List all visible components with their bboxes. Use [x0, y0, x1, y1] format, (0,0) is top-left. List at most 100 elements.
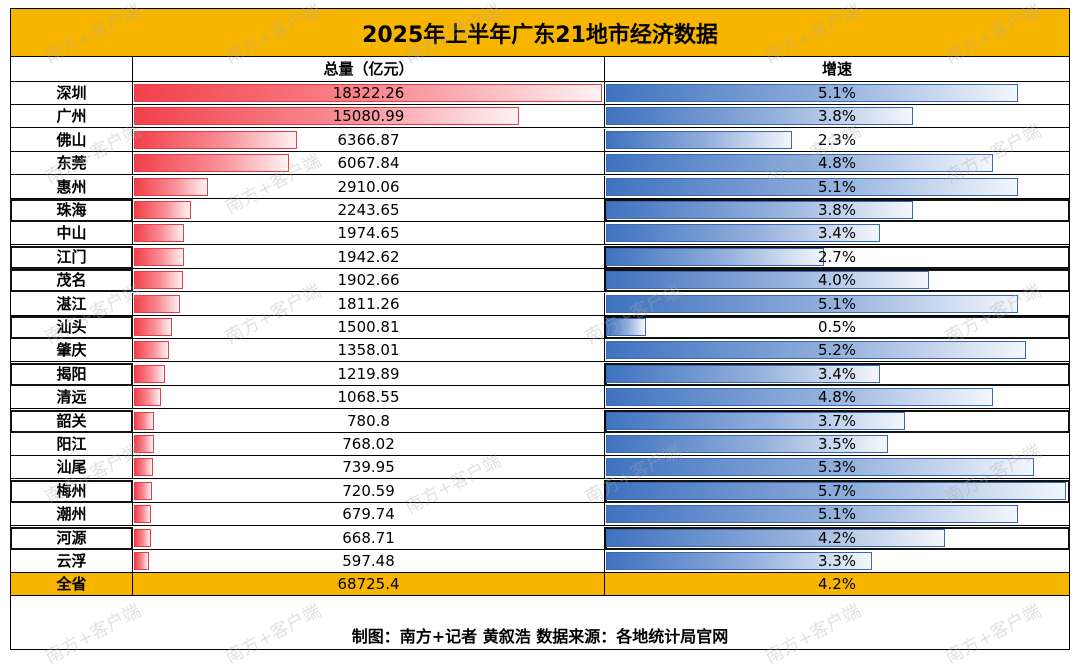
table-row: 江门 1942.62 2.7%: [10, 245, 1070, 269]
summary-total: 68725.4: [133, 573, 605, 597]
growth-bar: [606, 458, 1034, 477]
total-value-label: 2243.65: [337, 201, 400, 219]
growth-cell: 5.2%: [605, 339, 1070, 363]
growth-cell: 5.3%: [605, 456, 1070, 480]
table-row: 深圳 18322.26 5.1%: [10, 82, 1070, 105]
total-bar: [134, 84, 602, 102]
total-value-label: 1902.66: [337, 271, 400, 290]
growth-cell: 5.1%: [605, 175, 1070, 199]
total-cell: 2910.06: [133, 175, 605, 199]
growth-bar: [606, 388, 994, 407]
table-row: 揭阳 1219.89 3.4%: [10, 362, 1070, 386]
city-label: 肇庆: [10, 339, 133, 363]
growth-cell: 5.7%: [605, 479, 1070, 503]
table-row: 梅州 720.59 5.7%: [10, 479, 1070, 503]
city-label: 韶关: [10, 409, 133, 433]
total-cell: 15080.99: [133, 105, 605, 129]
total-value-label: 2910.06: [337, 177, 400, 196]
city-label: 清远: [10, 386, 133, 410]
total-value-label: 1219.89: [337, 364, 400, 383]
city-label: 河源: [10, 526, 133, 550]
summary-label: 全省: [10, 573, 133, 597]
total-bar: [134, 528, 152, 547]
summary-growth-value: 4.2%: [817, 575, 857, 594]
total-cell: 1219.89: [133, 362, 605, 386]
table-row: 中山 1974.65 3.4%: [10, 222, 1070, 246]
city-label: 梅州: [10, 479, 133, 503]
total-bar: [134, 177, 209, 196]
total-cell: 768.02: [133, 433, 605, 456]
city-label: 东莞: [10, 152, 133, 176]
growth-value-label: 5.1%: [817, 84, 857, 102]
table-row: 肇庆 1358.01 5.2%: [10, 339, 1070, 363]
total-bar: [134, 388, 162, 407]
growth-value-label: 3.4%: [817, 364, 857, 383]
growth-bar: [606, 528, 945, 547]
total-bar: [134, 552, 150, 570]
city-label: 茂名: [10, 269, 133, 293]
total-cell: 1974.65: [133, 222, 605, 246]
total-value-label: 668.71: [342, 528, 395, 547]
table-row: 东莞 6067.84 4.8%: [10, 152, 1070, 176]
total-value-label: 1500.81: [337, 318, 400, 336]
growth-value-label: 3.7%: [817, 411, 857, 430]
header-growth: 增速: [605, 57, 1070, 82]
growth-bar: [606, 130, 792, 149]
total-cell: 1068.55: [133, 386, 605, 410]
total-cell: 1500.81: [133, 316, 605, 339]
city-label: 深圳: [10, 82, 133, 105]
total-bar: [134, 271, 183, 290]
total-value-label: 6067.84: [337, 154, 400, 173]
total-bar: [134, 481, 153, 500]
city-label: 江门: [10, 245, 133, 269]
growth-value-label: 4.2%: [817, 528, 857, 547]
total-bar: [134, 505, 152, 524]
total-cell: 597.48: [133, 550, 605, 573]
total-bar: [134, 107, 520, 126]
total-cell: 720.59: [133, 479, 605, 503]
growth-bar: [606, 294, 1018, 313]
growth-cell: 4.2%: [605, 526, 1070, 550]
growth-cell: 3.3%: [605, 550, 1070, 573]
growth-value-label: 3.4%: [817, 224, 857, 243]
growth-bar: [606, 435, 889, 453]
growth-cell: 4.0%: [605, 269, 1070, 293]
city-label: 惠州: [10, 175, 133, 199]
table-row: 惠州 2910.06 5.1%: [10, 175, 1070, 199]
total-bar: [134, 411, 154, 430]
total-bar: [134, 294, 181, 313]
growth-value-label: 5.2%: [817, 341, 857, 360]
total-cell: 1811.26: [133, 292, 605, 316]
growth-cell: 5.1%: [605, 503, 1070, 527]
table-row: 汕头 1500.81 0.5%: [10, 316, 1070, 339]
growth-value-label: 5.7%: [817, 481, 857, 500]
table-row: 河源 668.71 4.2%: [10, 526, 1070, 550]
total-value-label: 597.48: [342, 552, 395, 570]
growth-cell: 3.8%: [605, 105, 1070, 129]
total-value-label: 1942.62: [337, 247, 400, 266]
total-cell: 6067.84: [133, 152, 605, 176]
growth-cell: 4.8%: [605, 386, 1070, 410]
total-value-label: 15080.99: [332, 107, 405, 126]
growth-bar: [606, 247, 824, 266]
total-value-label: 739.95: [342, 458, 395, 477]
total-value-label: 1358.01: [337, 341, 400, 360]
table-row: 云浮 597.48 3.3%: [10, 550, 1070, 573]
total-bar: [134, 341, 169, 360]
total-cell: 1358.01: [133, 339, 605, 363]
total-bar: [134, 130, 297, 149]
growth-value-label: 2.7%: [817, 247, 857, 266]
total-bar: [134, 318, 173, 336]
total-cell: 1902.66: [133, 269, 605, 293]
growth-value-label: 2.3%: [817, 130, 857, 149]
summary-row: 全省 68725.4 4.2%: [10, 573, 1070, 597]
growth-value-label: 4.0%: [817, 271, 857, 290]
growth-bar: [606, 552, 873, 570]
total-value-label: 780.8: [347, 411, 390, 430]
growth-value-label: 5.1%: [817, 177, 857, 196]
table-row: 清远 1068.55 4.8%: [10, 386, 1070, 410]
summary-growth: 4.2%: [605, 573, 1070, 597]
growth-value-label: 3.8%: [817, 201, 857, 219]
city-label: 揭阳: [10, 362, 133, 386]
growth-bar: [606, 224, 881, 243]
